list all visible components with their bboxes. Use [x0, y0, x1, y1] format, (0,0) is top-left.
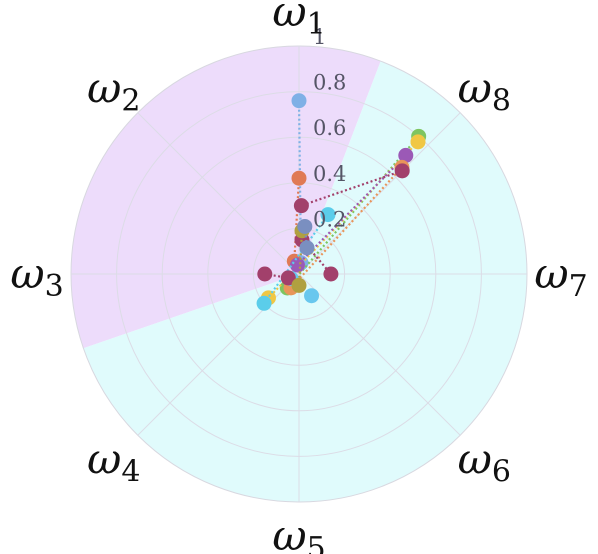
series-6 — [256, 207, 336, 311]
series-line — [290, 166, 403, 289]
series-line — [303, 226, 309, 248]
series-line — [293, 178, 301, 262]
series-line — [296, 154, 407, 266]
grid-spoke — [137, 112, 300, 275]
grid-spoke — [298, 273, 461, 436]
axis-label-4: ω4 — [87, 434, 140, 489]
data-point — [291, 170, 307, 186]
data-point — [297, 218, 313, 234]
radial-tick-label: 0.6 — [313, 116, 346, 140]
axis-label-2: ω2 — [87, 64, 140, 119]
data-point — [323, 266, 339, 282]
axis-label-7: ω7 — [534, 249, 587, 304]
data-point — [410, 134, 426, 150]
series-4 — [289, 147, 414, 273]
series-10 — [257, 266, 296, 286]
data-series — [256, 93, 427, 311]
data-point — [394, 163, 410, 179]
series-line — [297, 230, 304, 286]
sector-0 — [71, 45, 381, 349]
data-point — [293, 198, 309, 214]
data-point — [304, 288, 320, 304]
axis-label-3: ω3 — [10, 249, 63, 304]
series-line — [263, 213, 329, 304]
series-11 — [291, 223, 310, 293]
series-line — [286, 135, 420, 289]
series-12 — [297, 218, 315, 256]
data-point — [291, 277, 307, 293]
radial-tick-label: 0.4 — [313, 162, 346, 186]
data-point — [289, 257, 305, 273]
series-8 — [293, 163, 410, 214]
axis-label-5: ω5 — [272, 511, 325, 554]
data-point — [320, 207, 336, 223]
radial-tick-label: 1 — [313, 25, 326, 49]
data-point — [256, 295, 272, 311]
axis-labels: ω1 ω8 ω7 ω6 ω5 ω4 ω3 ω2 — [10, 0, 587, 554]
data-point — [291, 93, 307, 109]
grid-spoke — [298, 112, 461, 275]
data-point — [280, 270, 296, 286]
radial-tick-labels: 0.2 0.4 0.6 0.8 1 — [313, 25, 346, 231]
data-point — [257, 266, 273, 282]
radial-tick-label: 0.8 — [313, 71, 346, 95]
axis-label-6: ω6 — [458, 434, 511, 489]
data-point — [398, 147, 414, 163]
polar-grid — [70, 45, 528, 503]
data-point — [299, 240, 315, 256]
radial-tick-label: 0.2 — [313, 207, 346, 231]
axis-label-1: ω1 — [272, 0, 325, 42]
axis-label-8: ω8 — [458, 64, 511, 119]
